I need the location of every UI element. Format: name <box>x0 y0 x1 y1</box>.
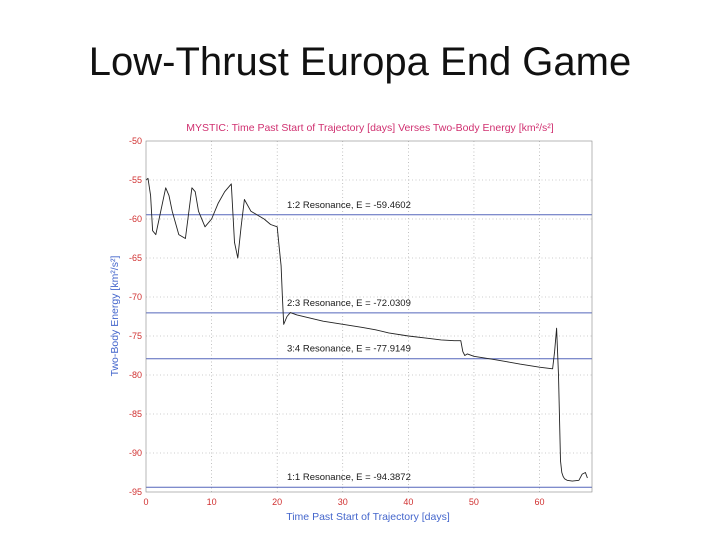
tick-labels: 0 10 20 30 40 50 60 -50 -55 -60 -65 -70 -75 -80 -85 -90… <box>129 136 545 507</box>
y-axis-label: Two-Body Energy [km²/s²] <box>109 256 121 377</box>
reference-lines <box>146 214 592 488</box>
x-tick-label: 20 <box>272 497 282 507</box>
x-tick-label: 50 <box>469 497 479 507</box>
x-tick-label: 0 <box>143 497 148 507</box>
y-tick-label: -85 <box>129 409 142 419</box>
y-tick-label: -60 <box>129 214 142 224</box>
y-tick-label: -55 <box>129 175 142 185</box>
energy-curve <box>145 177 588 482</box>
resonance-label: 3:4 Resonance, E = -77.9149 <box>287 344 411 355</box>
resonance-label: 2:3 Resonance, E = -72.0309 <box>287 298 411 309</box>
x-tick-label: 30 <box>338 497 348 507</box>
plot-frame <box>145 140 593 493</box>
y-tick-label: -65 <box>129 253 142 263</box>
x-tick-label: 60 <box>535 497 545 507</box>
resonance-label: 1:1 Resonance, E = -94.3872 <box>287 472 411 483</box>
y-tick-label: -70 <box>129 292 142 302</box>
resonance-label: 1:2 Resonance, E = -59.4602 <box>287 200 411 211</box>
resonance-annotations: 1:2 Resonance, E = -59.4602 2:3 Resonance… <box>287 200 411 483</box>
y-tick-label: -50 <box>129 136 142 146</box>
y-tick-label: -95 <box>129 487 142 497</box>
grid-layer <box>146 141 592 492</box>
y-tick-label: -75 <box>129 331 142 341</box>
energy-curve-layer <box>145 177 588 482</box>
x-tick-label: 10 <box>207 497 217 507</box>
chart-title: MYSTIC: Time Past Start of Trajectory [d… <box>186 122 554 134</box>
y-tick-label: -80 <box>129 370 142 380</box>
y-tick-label: -90 <box>129 448 142 458</box>
x-axis-label: Time Past Start of Trajectory [days] <box>286 511 450 523</box>
x-tick-label: 40 <box>403 497 413 507</box>
slide-title: Low-Thrust Europa End Game <box>88 40 632 84</box>
